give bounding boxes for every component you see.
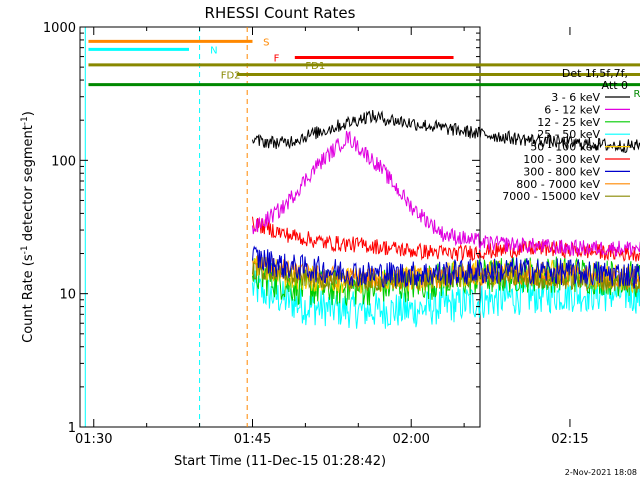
- series-line-3-6kev: [252, 109, 640, 153]
- legend-label-7: 800 - 7000 keV: [516, 178, 600, 191]
- legend-label-8: 7000 - 15000 keV: [502, 190, 600, 203]
- flag-label-rd6: RD6: [633, 89, 640, 100]
- flag-label-n: N: [210, 45, 217, 56]
- x-tick-label: 02:00: [392, 432, 429, 447]
- legend-label-1: 6 - 12 keV: [544, 103, 600, 116]
- y-tick-label: 1: [68, 421, 76, 436]
- series-line-6-12kev: [252, 130, 640, 257]
- legend-label-6: 300 - 800 keV: [523, 165, 600, 178]
- y-tick-label: 1000: [43, 21, 76, 36]
- footer-date: 2-Nov-2021 18:08: [565, 468, 637, 477]
- y-axis-label: Count Rate (s-1 detector segment-1): [20, 111, 36, 343]
- flag-label-f: F: [274, 54, 280, 65]
- legend-label-2: 12 - 25 keV: [537, 116, 600, 129]
- ylabel-suffix: ): [21, 111, 36, 116]
- x-tick-label: 01:45: [234, 432, 271, 447]
- legend-label-0: 3 - 6 keV: [551, 91, 600, 104]
- flag-bars: SNFFD1FD2RD0RD6: [88, 37, 640, 100]
- series-line-7000-15000kev: [252, 261, 640, 293]
- axes: 01:3001:4502:0002:1502:3002:4503:0011010…: [43, 21, 589, 447]
- data-series: [252, 109, 640, 329]
- ylabel-prefix: Count Rate (s: [21, 254, 36, 343]
- legend-label-4: 50 - 100 keV: [530, 141, 600, 154]
- x-tick-label: 01:30: [75, 432, 112, 447]
- flag-label-fd1: FD1: [305, 61, 325, 72]
- ylabel-sup2: -1: [20, 116, 30, 125]
- vertical-markers: [84, 27, 248, 427]
- x-tick-label: 02:15: [551, 432, 588, 447]
- x-axis-label: Start Time (11-Dec-15 01:28:42): [174, 454, 386, 469]
- legend-header-line1: Det 1f,5f,7f,: [562, 67, 628, 80]
- series-line-800-7000kev: [252, 254, 640, 290]
- ylabel-sup1: -1: [20, 245, 30, 254]
- ylabel-mid: detector segment: [21, 125, 36, 245]
- legend-label-5: 100 - 300 keV: [523, 153, 600, 166]
- y-tick-label: 100: [51, 154, 76, 169]
- plot-frame: [79, 26, 481, 428]
- y-tick-label: 10: [59, 288, 76, 303]
- chart-title: RHESSI Count Rates: [205, 4, 356, 22]
- series-line-300-800kev: [252, 245, 640, 289]
- flag-label-s: S: [263, 37, 269, 48]
- legend-label-3: 25 - 50 keV: [537, 128, 600, 141]
- legend-header-line2: Att 0: [602, 79, 628, 92]
- flag-label-fd2: FD2: [221, 71, 241, 82]
